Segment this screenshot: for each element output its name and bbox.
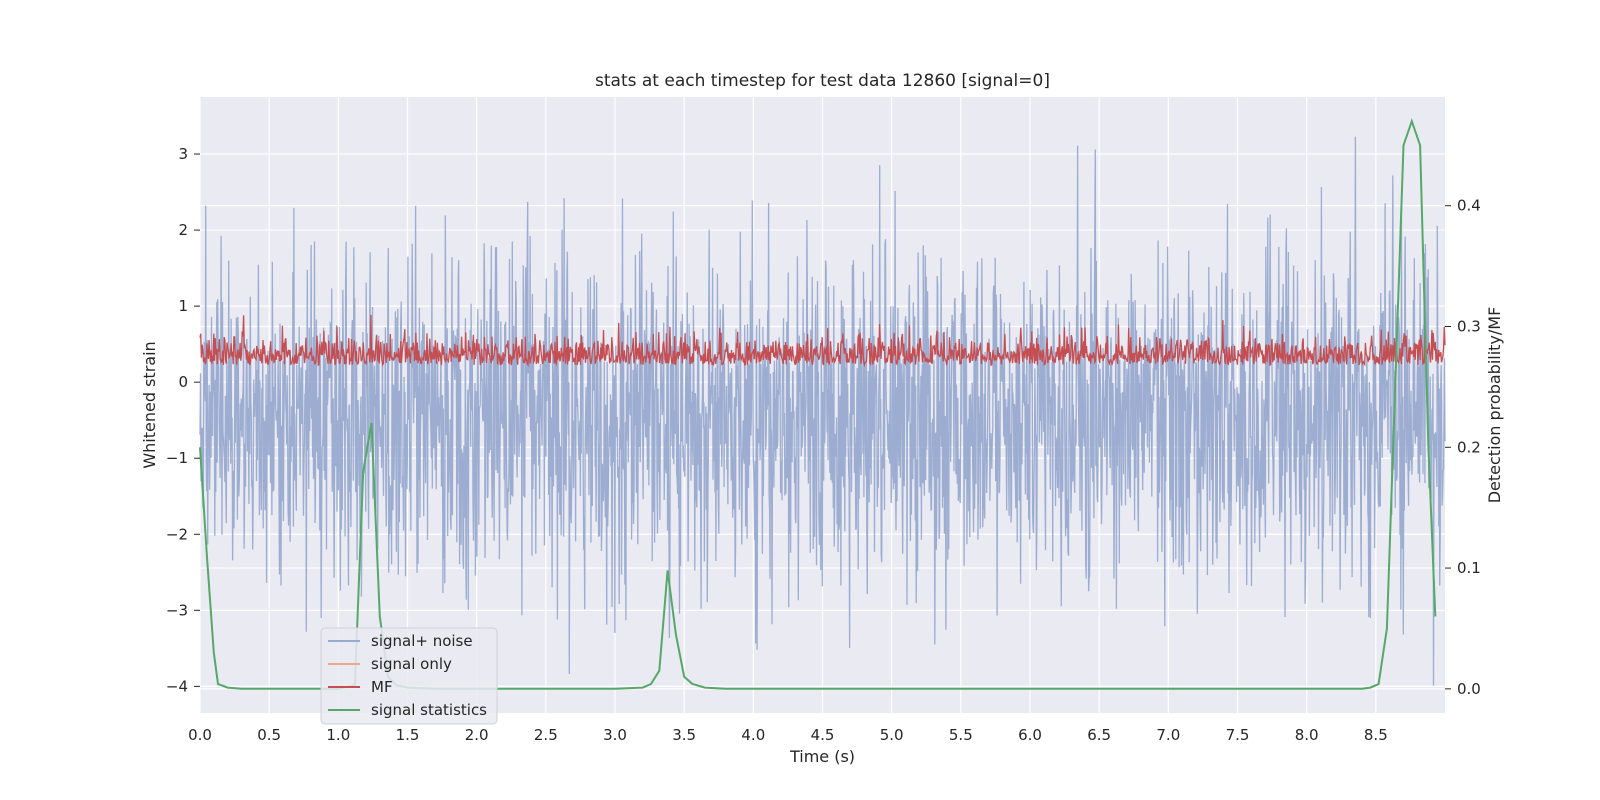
x-tick-label: 6.0 — [1018, 726, 1042, 744]
legend-label-signal-only: signal only — [371, 655, 452, 673]
x-tick-label: 7.0 — [1156, 726, 1180, 744]
legend-label-signal-statistics: signal statistics — [371, 701, 487, 719]
x-tick-label: 7.5 — [1226, 726, 1250, 744]
y-right-tick-label: 0.1 — [1457, 559, 1481, 577]
legend-item-signal-only: signal only — [328, 655, 452, 673]
legend-item-signal-statistics: signal statistics — [328, 701, 487, 719]
x-tick-label: 2.0 — [465, 726, 489, 744]
x-tick-label: 3.0 — [603, 726, 627, 744]
y-axis-label: Whitened strain — [140, 341, 159, 468]
x-tick-label: 5.5 — [949, 726, 973, 744]
legend-box — [320, 627, 498, 725]
legend-label-signal-noise: signal+ noise — [371, 632, 473, 650]
x-tick-label: 5.0 — [880, 726, 904, 744]
legend: signal+ noise signal only MF signal stat… — [320, 627, 498, 725]
x-tick-label: 1.0 — [326, 726, 350, 744]
x-axis-label: Time (s) — [789, 747, 855, 766]
x-tick-label: 3.5 — [672, 726, 696, 744]
y-right-tick-label: 0.2 — [1457, 438, 1481, 456]
series-signal-noise — [199, 136, 1446, 686]
x-tick-label: 8.5 — [1364, 726, 1388, 744]
legend-item-signal-noise: signal+ noise — [328, 632, 473, 650]
x-tick-label: 1.5 — [396, 726, 420, 744]
x-axis-ticks: 0.0 0.5 1.0 1.5 2.0 2.5 3.0 3.5 4.0 4.5 5.0 5.5 6.0 6… — [188, 726, 1388, 744]
y-tick-label: 1 — [178, 297, 188, 315]
x-tick-label: 0.0 — [188, 726, 212, 744]
legend-item-mf: MF — [328, 678, 393, 696]
y-tick-label: 2 — [178, 221, 188, 239]
y-tick-label: −2 — [166, 525, 188, 543]
right-axis-ticks: 0.0 0.1 0.2 0.3 0.4 — [1445, 197, 1481, 698]
y-tick-label: −1 — [166, 449, 188, 467]
y-axis-right-label: Detection probability/MF — [1485, 307, 1504, 504]
y-tick-label: 3 — [178, 145, 188, 163]
y-right-tick-label: 0.3 — [1457, 317, 1481, 335]
y-tick-label: −3 — [166, 601, 188, 619]
legend-label-mf: MF — [371, 678, 393, 696]
left-axis-ticks: 3 2 1 0 −1 −2 −3 −4 — [166, 145, 200, 695]
chart-title: stats at each timestep for test data 128… — [595, 71, 1050, 91]
x-tick-label: 0.5 — [257, 726, 281, 744]
y-tick-label: −4 — [166, 677, 188, 695]
series-mf — [199, 314, 1446, 368]
x-tick-label: 4.0 — [741, 726, 765, 744]
y-right-tick-label: 0.0 — [1457, 680, 1481, 698]
y-right-tick-label: 0.4 — [1457, 197, 1481, 215]
x-tick-label: 6.5 — [1087, 726, 1111, 744]
x-tick-label: 2.5 — [534, 726, 558, 744]
x-tick-label: 8.0 — [1295, 726, 1319, 744]
x-tick-label: 4.5 — [811, 726, 835, 744]
y-tick-label: 0 — [178, 373, 188, 391]
